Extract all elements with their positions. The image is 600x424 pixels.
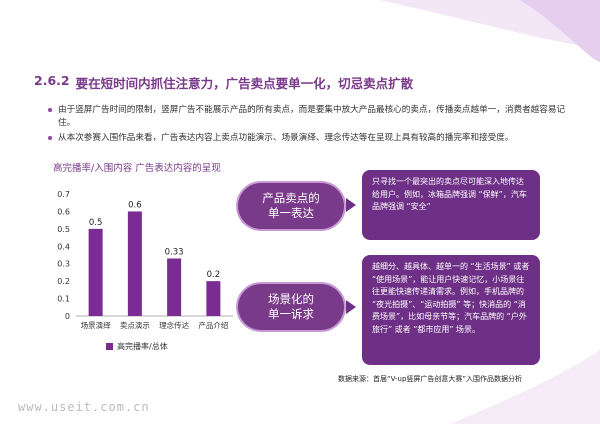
tag-scenario-appeal: 场景化的 单一诉求 [238, 284, 344, 330]
chart-legend: 高完播率/总体 [106, 341, 168, 352]
y-tick-label: 0 [65, 312, 70, 321]
bar [127, 211, 142, 316]
tag-line: 单一诉求 [268, 307, 314, 321]
bar [206, 281, 221, 316]
watermark: www.useit.com.cn [18, 400, 150, 414]
y-tick-label: 0.2 [57, 277, 70, 286]
x-tick-label: 产品介绍 [198, 320, 228, 330]
tag-line: 产品卖点的 [262, 191, 320, 205]
bullet-item: 由于竖屏广告时间的限制，竖屏广告不能展示产品的所有卖点，而是要集中放大产品最核心… [48, 104, 568, 130]
section-heading: 2.6.2 要在短时间内抓住注意力，广告卖点要单一化，切忌卖点扩散 [34, 73, 413, 92]
arrow-right-icon [346, 300, 356, 314]
x-tick-label: 理念传达 [159, 320, 189, 330]
x-tick-label: 卖点演示 [120, 320, 150, 330]
y-tick-label: 0.4 [57, 242, 70, 251]
bullet-item: 从本次参赛入围作品来看，广告表达内容上卖点功能演示、场景演绎、理念传达等在呈现上… [48, 132, 568, 145]
x-tick-label: 场景演绎 [81, 320, 111, 330]
legend-label: 高完播率/总体 [117, 342, 168, 351]
bar [88, 228, 103, 316]
y-tick-label: 0.5 [57, 225, 70, 234]
bar [167, 258, 182, 316]
y-tick-label: 0.1 [57, 295, 70, 304]
data-label: 0.2 [207, 270, 221, 280]
tag-single-selling-point: 产品卖点的 单一表达 [238, 183, 344, 229]
legend-swatch [106, 343, 113, 350]
tag-line: 单一表达 [268, 206, 314, 220]
y-tick-label: 0.3 [57, 260, 70, 269]
bar-chart: 0 0.1 0.2 0.3 0.4 0.5 0.6 0.7 0.5 场景演绎 0.6 卖点演示 0.33… [57, 190, 233, 330]
data-label: 0.6 [128, 200, 142, 210]
callout-box: 只寻找一个最突出的卖点尽可能深入地传达给用户。例如，冰箱品牌强调 “保鲜”，汽车… [362, 170, 540, 240]
y-tick-label: 0.6 [57, 207, 70, 216]
bullet-list: 由于竖屏广告时间的限制，竖屏广告不能展示产品的所有卖点，而是要集中放大产品最核心… [48, 104, 568, 147]
chart-title: 高完播率/入围内容 广告表达内容的呈现 [53, 163, 221, 174]
tag-line: 场景化的 [268, 292, 314, 306]
data-label: 0.5 [89, 218, 103, 228]
data-source: 数据来源：首届“V-up竖屏广告创意大赛”入围作品数据分析 [338, 375, 523, 383]
y-tick-label: 0.7 [57, 190, 70, 199]
data-label: 0.33 [165, 247, 184, 257]
section-number: 2.6.2 [34, 73, 70, 88]
arrow-right-icon [346, 198, 356, 212]
section-title: 要在短时间内抓住注意力，广告卖点要单一化，切忌卖点扩散 [75, 76, 414, 91]
callout-box: 越细分、越具体、越单一的 “生活场景” 或者 “使用场景”，能让用户快速记忆，小… [362, 255, 540, 365]
